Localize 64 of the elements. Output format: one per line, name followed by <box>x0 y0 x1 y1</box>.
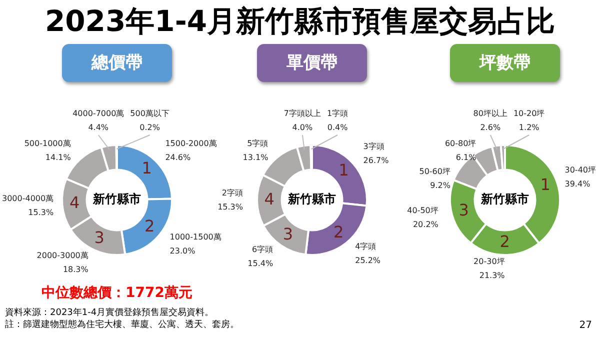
data-label: 4.0% <box>292 123 314 132</box>
data-label: 14.1% <box>45 153 72 162</box>
slice-label: 20-30坪 <box>474 257 505 266</box>
text: 4 <box>264 189 274 208</box>
data-label: 25.2% <box>355 256 381 265</box>
chart-subtitle: 坪數帶 <box>450 44 560 82</box>
text: 27 <box>579 320 592 331</box>
slice-label: 500萬以下 <box>130 109 170 118</box>
data-label: 15.3% <box>28 208 54 218</box>
text: 3 <box>282 224 294 244</box>
data-label: 39.4% <box>564 180 591 189</box>
text: 3 <box>94 228 104 247</box>
data-label: 0.2% <box>140 123 160 132</box>
slice-label: 10-20坪 <box>513 109 545 118</box>
text: 2 <box>334 222 344 242</box>
slice-label: 1000-1500萬 <box>170 232 222 242</box>
text: 新竹縣市 <box>92 192 141 206</box>
slice-label: 1500-2000萬 <box>165 139 217 148</box>
data-label: 26.7% <box>363 156 390 165</box>
data-label: 24.6% <box>165 153 192 162</box>
slice-label: 40-50坪 <box>407 206 438 216</box>
data-label: 0.4% <box>327 123 348 132</box>
data-label: 2.6% <box>480 123 501 132</box>
slice-label: 7字頭以上 <box>284 109 321 118</box>
slice-label: 30-40坪 <box>564 166 596 175</box>
slice-label: 80坪以上 <box>473 109 508 118</box>
text: 2 <box>144 216 155 236</box>
text: 2 <box>500 232 510 251</box>
text: 1 <box>540 175 550 194</box>
data-label: 6.1% <box>456 153 477 162</box>
chart-subtitle: 總價帶 <box>62 44 172 82</box>
slice-label: 3000-4000萬 <box>2 194 54 204</box>
text: 註：篩選建物型態為住宅大樓、華廈、公寓、透天、套房。 <box>5 319 239 331</box>
text: 2023年1-4月新竹縣市預售屋交易占比 <box>44 3 556 40</box>
data-label: 21.3% <box>479 271 506 280</box>
data-label: 23.0% <box>170 246 196 256</box>
slice-label: 6字頭 <box>252 245 274 254</box>
text: 1 <box>142 158 152 178</box>
slice-label: 2000-3000萬 <box>36 250 88 260</box>
text: 中位數總價：1772萬元 <box>42 284 192 302</box>
slice-label: 50-60坪 <box>419 167 450 176</box>
data-label: 9.2% <box>430 181 451 190</box>
slice-label: 1字頭 <box>327 109 348 118</box>
slice-label: 4字頭 <box>355 242 376 251</box>
slice-label: 3字頭 <box>363 142 384 151</box>
text: 3 <box>458 200 469 220</box>
data-label: 18.3% <box>62 264 89 274</box>
slice-label: 5字頭 <box>247 139 268 148</box>
data-label: 15.4% <box>248 259 274 268</box>
text: 新竹縣市 <box>480 192 529 206</box>
data-label: 13.1% <box>242 153 269 162</box>
slice-label: 2字頭 <box>222 188 243 198</box>
data-label: 1.2% <box>518 123 540 132</box>
slice-label: 500-1000萬 <box>24 139 71 148</box>
text: 新竹縣市 <box>287 192 336 206</box>
data-label: 4.4% <box>88 123 109 132</box>
text: 4 <box>69 192 80 212</box>
data-label: 15.3% <box>218 202 244 212</box>
data-label: 20.2% <box>412 220 439 230</box>
chart-subtitle: 單價帶 <box>257 44 367 82</box>
slice-label: 60-80坪 <box>444 139 476 148</box>
source-note: 資料來源：2023年1-4月實價登錄預售屋交易資料。 <box>5 307 215 319</box>
text: 1 <box>338 160 349 180</box>
slice-label: 4000-7000萬 <box>72 109 124 118</box>
